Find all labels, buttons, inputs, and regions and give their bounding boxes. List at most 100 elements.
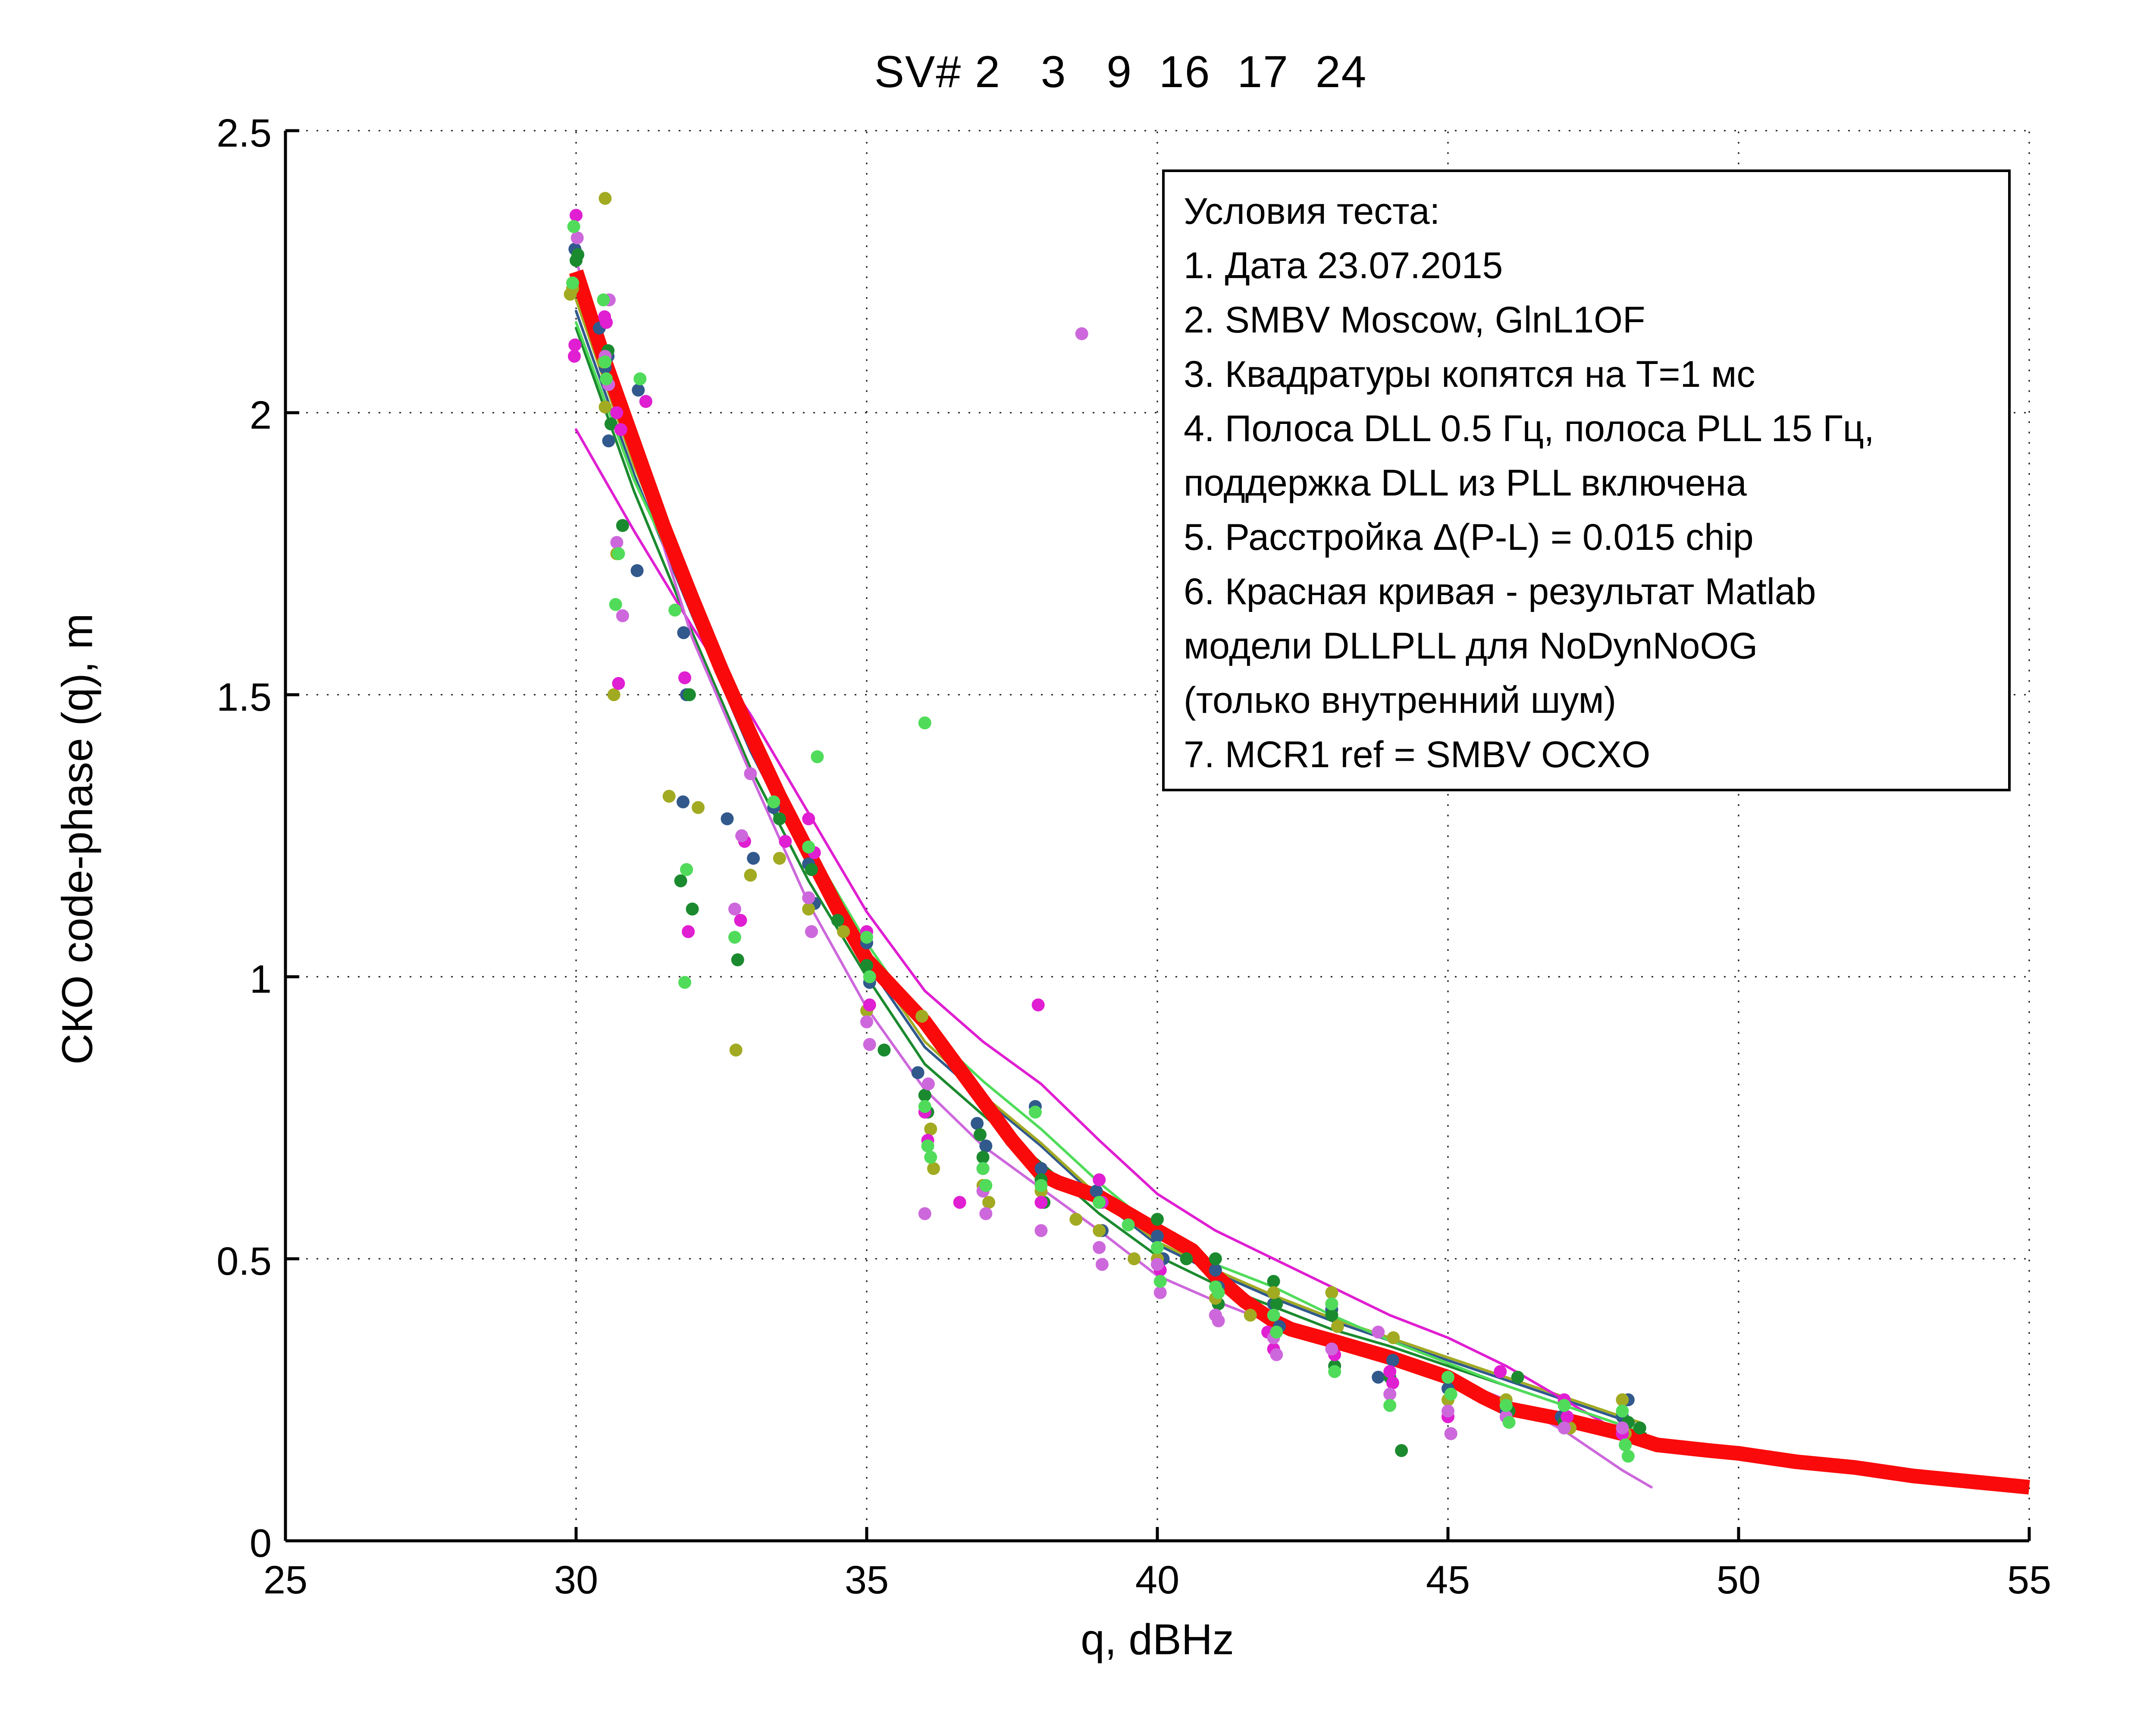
point-sv-16 (953, 1196, 966, 1209)
point-sv-16 (1386, 1376, 1399, 1389)
point-sv-24 (1502, 1416, 1516, 1429)
point-sv-9 (924, 1123, 937, 1136)
point-sv-17 (802, 891, 815, 904)
point-sv-24 (1153, 1275, 1167, 1288)
point-sv-3 (616, 519, 629, 532)
point-sv-17 (979, 1207, 993, 1220)
point-sv-17 (1034, 1224, 1048, 1237)
point-sv-9 (982, 1196, 996, 1209)
point-sv-17 (863, 1038, 876, 1051)
point-sv-2 (721, 812, 734, 825)
point-sv-16 (779, 835, 792, 848)
point-sv-9 (1325, 1286, 1338, 1299)
point-sv-17 (1325, 1342, 1338, 1356)
point-sv-3 (1180, 1252, 1193, 1265)
point-sv-3 (860, 959, 873, 972)
point-sv-3 (805, 863, 818, 876)
point-sv-9 (1387, 1331, 1400, 1345)
point-sv-16 (639, 395, 652, 408)
y-tick-label-0.5: 0.5 (216, 1239, 272, 1283)
point-sv-2 (632, 383, 645, 397)
point-sv-3 (1270, 1297, 1283, 1311)
cond-line: 2. SMBV Moscow, GlnL1OF (1184, 299, 1645, 341)
point-sv-24 (1325, 1297, 1338, 1311)
point-sv-17 (921, 1077, 935, 1091)
point-sv-16 (682, 925, 695, 938)
x-tick-label-45: 45 (1426, 1558, 1470, 1602)
point-sv-17 (570, 231, 584, 245)
point-sv-9 (564, 288, 577, 301)
point-sv-17 (728, 903, 742, 916)
point-sv-3 (683, 688, 696, 701)
y-tick-label-1.5: 1.5 (216, 675, 272, 719)
point-sv-3 (686, 903, 699, 916)
point-sv-17 (1153, 1286, 1167, 1299)
point-sv-24 (1499, 1399, 1513, 1412)
y-tick-label-2: 2 (249, 393, 272, 437)
point-sv-3 (1267, 1275, 1280, 1288)
point-sv-17 (1095, 1258, 1109, 1271)
point-sv-24 (609, 598, 622, 611)
point-sv-17 (744, 767, 757, 781)
point-sv-17 (1616, 1421, 1629, 1435)
point-sv-9 (599, 191, 612, 205)
point-sv-17 (1442, 1405, 1454, 1418)
point-sv-9 (1267, 1286, 1280, 1299)
point-sv-16 (1561, 1410, 1574, 1424)
point-sv-24 (1122, 1218, 1135, 1232)
point-sv-3 (1151, 1213, 1164, 1226)
point-sv-16 (600, 316, 613, 329)
point-sv-3 (570, 254, 583, 267)
point-sv-24 (860, 931, 873, 944)
point-sv-17 (1093, 1241, 1106, 1254)
point-sv-16 (612, 677, 625, 690)
point-sv-9 (837, 925, 850, 938)
point-sv-2 (677, 626, 690, 640)
point-sv-17 (1444, 1427, 1457, 1440)
point-sv-3 (1511, 1370, 1524, 1384)
point-sv-17 (1151, 1258, 1164, 1271)
point-sv-2 (1386, 1354, 1399, 1367)
point-sv-24 (680, 863, 693, 876)
point-sv-24 (811, 750, 824, 763)
point-sv-17 (735, 829, 749, 842)
point-sv-24 (678, 976, 692, 989)
point-sv-3 (1209, 1252, 1222, 1265)
x-tick-label-40: 40 (1135, 1558, 1180, 1602)
point-sv-24 (600, 372, 613, 386)
point-sv-16 (678, 671, 692, 684)
point-sv-2 (1209, 1264, 1222, 1277)
point-sv-3 (674, 874, 687, 887)
point-sv-24 (1383, 1399, 1397, 1412)
x-tick-label-35: 35 (844, 1558, 889, 1602)
cond-line: 5. Расстройка Δ(P-L) = 0.015 chip (1184, 517, 1754, 558)
point-sv-17 (1212, 1314, 1225, 1327)
point-sv-9 (773, 852, 786, 865)
point-sv-3 (1633, 1421, 1646, 1435)
y-tick-label-2.5: 2.5 (216, 111, 272, 155)
point-sv-9 (692, 801, 705, 814)
point-sv-9 (1244, 1308, 1257, 1322)
point-sv-24 (976, 1162, 990, 1175)
point-sv-3 (973, 1128, 987, 1141)
point-sv-16 (610, 406, 624, 419)
point-sv-16 (614, 423, 627, 436)
point-sv-17 (1383, 1387, 1397, 1401)
point-sv-2 (630, 564, 644, 577)
point-sv-24 (1621, 1449, 1635, 1463)
point-sv-16 (567, 350, 581, 363)
point-sv-24 (1619, 1438, 1632, 1452)
point-sv-9 (599, 400, 612, 414)
point-sv-9 (662, 790, 676, 803)
point-sv-16 (1031, 998, 1045, 1012)
cond-line: 7. MCR1 ref = SMBV OCXO (1184, 734, 1651, 775)
y-tick-label-1: 1 (249, 957, 272, 1001)
point-sv-24 (1267, 1308, 1280, 1322)
point-sv-16 (734, 914, 747, 927)
point-sv-24 (1093, 1196, 1106, 1209)
point-sv-24 (1616, 1405, 1629, 1418)
cond-line: 3. Квадратуры копятся на Т=1 мс (1184, 354, 1755, 395)
point-sv-17 (610, 536, 624, 549)
point-sv-9 (1093, 1224, 1106, 1237)
